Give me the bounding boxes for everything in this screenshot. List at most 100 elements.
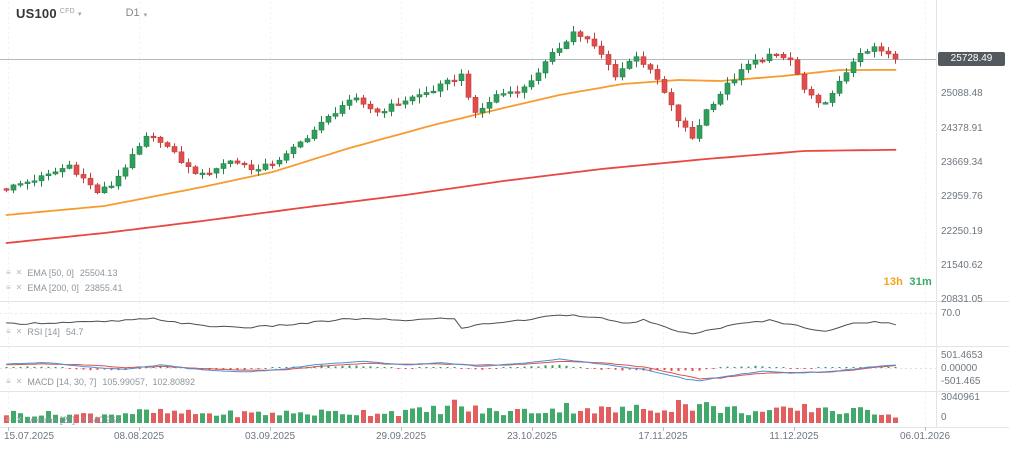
candle-body: [227, 160, 234, 164]
volume-bar: [39, 415, 44, 423]
rsi-line: [6, 314, 896, 335]
candle-body: [486, 102, 493, 109]
volume-bar: [88, 413, 93, 423]
indicator-remove-icon[interactable]: ✕: [15, 268, 23, 277]
indicator-remove-icon[interactable]: ✕: [15, 377, 23, 386]
volume-bar: [739, 413, 744, 423]
volume-bar: [830, 411, 835, 423]
candle-body: [773, 53, 780, 56]
candle-body: [703, 109, 710, 126]
symbol-selector[interactable]: US100 CFD ▾: [16, 6, 82, 21]
macd-histogram-bar: [838, 367, 841, 368]
price-axis-label: 22959.76: [941, 191, 983, 202]
macd-histogram-bar: [397, 368, 400, 369]
candle-body: [654, 69, 661, 80]
candle-body: [745, 63, 752, 70]
candle-body: [129, 154, 136, 169]
volume-bar: [144, 409, 149, 423]
macd-histogram-bar: [26, 366, 29, 368]
volume-bar: [613, 412, 618, 423]
current-price-badge: 25728.49: [938, 52, 1005, 66]
candle-body: [493, 94, 500, 103]
macd-histogram-bar: [481, 368, 484, 370]
macd-histogram-bar: [257, 368, 260, 369]
indicator-remove-icon[interactable]: ✕: [15, 283, 23, 292]
candle-body: [647, 64, 654, 70]
candle-body: [472, 97, 479, 113]
indicator-remove-icon[interactable]: ✕: [15, 415, 23, 424]
indicator-settings-icon[interactable]: ≡: [6, 283, 11, 292]
macd-axis-label: 501.4653: [941, 350, 983, 361]
macd-histogram-bar: [824, 367, 827, 368]
candle-body: [143, 135, 150, 147]
macd-histogram-bar: [103, 368, 106, 370]
macd-histogram-bar: [831, 367, 834, 368]
candle-body: [192, 166, 199, 174]
macd-histogram-bar: [509, 367, 512, 368]
candle-body: [675, 104, 682, 122]
candle-body: [682, 120, 689, 128]
macd-histogram-bar: [656, 368, 659, 371]
candle-body: [185, 162, 192, 168]
volume-bar: [151, 413, 156, 423]
timeframe-selector[interactable]: D1 ▾: [126, 7, 148, 19]
volume-bar: [326, 411, 331, 423]
macd-histogram-bar: [418, 367, 421, 368]
volume-bar: [774, 407, 779, 423]
volume-bar: [494, 411, 499, 423]
indicator-settings-icon[interactable]: ≡: [6, 377, 11, 386]
instrument-type-badge: CFD: [59, 8, 76, 15]
candle-body: [38, 175, 45, 182]
price-axis-label: 25088.48: [941, 88, 983, 99]
volume-bar: [788, 407, 793, 423]
candle-body: [416, 94, 423, 98]
indicator-row-volume: ≡ ✕ Volume [20] 3 040 961: [6, 415, 121, 425]
time-axis-label: 15.07.2025: [4, 431, 55, 442]
indicator-settings-icon[interactable]: ≡: [6, 327, 11, 336]
candle-body: [556, 48, 563, 53]
macd-histogram-bar: [677, 368, 680, 371]
volume-bar: [165, 413, 170, 423]
candle-body: [458, 73, 465, 81]
volume-bar: [697, 404, 702, 423]
volume-bar: [291, 413, 296, 423]
candle-body: [780, 53, 787, 59]
volume-bar: [795, 410, 800, 423]
macd-histogram-bar: [537, 366, 540, 368]
volume-bar: [312, 415, 317, 423]
macd-histogram-bar: [663, 368, 666, 370]
candle-body: [276, 159, 283, 165]
volume-bar: [592, 413, 597, 423]
candle-body: [857, 52, 864, 63]
indicator-settings-icon[interactable]: ≡: [6, 415, 11, 424]
candle-body: [409, 96, 416, 102]
volume-bar: [641, 409, 646, 423]
volume-bar: [424, 412, 429, 423]
volume-bar: [767, 410, 772, 423]
candle-body: [66, 164, 73, 169]
volume-bar: [235, 417, 240, 423]
volume-bar: [123, 413, 128, 423]
macd-histogram-bar: [40, 366, 43, 368]
macd-histogram-bar: [894, 367, 897, 368]
price-axis-label: 24378.91: [941, 123, 983, 134]
indicator-value: 25504.13: [79, 268, 118, 278]
macd-histogram-bar: [54, 367, 57, 368]
macd-histogram-bar: [621, 368, 624, 371]
volume-bar: [704, 402, 709, 423]
volume-bar: [193, 414, 198, 423]
candle-body: [59, 168, 66, 173]
volume-bar: [662, 410, 667, 423]
indicator-row-rsi: ≡ ✕ RSI [14] 54.7: [6, 327, 83, 337]
time-axis-label: 29.09.2025: [375, 431, 427, 442]
candle-body: [388, 103, 395, 112]
candle-body: [52, 171, 59, 175]
volume-bar: [599, 406, 604, 423]
volume-bar: [620, 406, 625, 423]
indicator-remove-icon[interactable]: ✕: [15, 327, 23, 336]
indicator-settings-icon[interactable]: ≡: [6, 268, 11, 277]
candle-body: [241, 162, 248, 166]
macd-histogram-bar: [47, 366, 50, 368]
macd-histogram-bar: [369, 366, 372, 368]
